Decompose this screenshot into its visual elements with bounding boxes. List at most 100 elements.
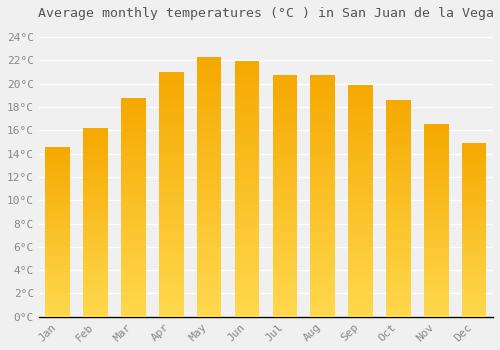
Bar [386, 246, 410, 247]
Bar [159, 245, 184, 246]
Bar [234, 247, 260, 248]
Bar [234, 80, 260, 82]
Bar [272, 144, 297, 145]
Bar [310, 278, 335, 279]
Bar [234, 114, 260, 115]
Bar [462, 153, 486, 154]
Bar [121, 242, 146, 243]
Bar [159, 196, 184, 197]
Bar [84, 274, 108, 275]
Bar [424, 192, 448, 193]
Bar [272, 75, 297, 77]
Bar [386, 142, 410, 143]
Bar [348, 245, 373, 246]
Bar [159, 260, 184, 262]
Bar [348, 288, 373, 289]
Bar [462, 175, 486, 176]
Bar [46, 169, 70, 170]
Bar [159, 273, 184, 274]
Bar [424, 305, 448, 306]
Bar [121, 181, 146, 182]
Bar [310, 95, 335, 96]
Bar [462, 147, 486, 148]
Bar [462, 188, 486, 189]
Bar [197, 295, 222, 296]
Bar [348, 311, 373, 312]
Bar [386, 240, 410, 241]
Bar [272, 103, 297, 104]
Bar [84, 310, 108, 311]
Bar [348, 254, 373, 255]
Bar [197, 245, 222, 247]
Bar [234, 188, 260, 189]
Bar [348, 219, 373, 220]
Bar [386, 144, 410, 146]
Bar [159, 308, 184, 309]
Bar [272, 98, 297, 99]
Bar [386, 290, 410, 291]
Bar [386, 188, 410, 189]
Bar [197, 264, 222, 265]
Bar [272, 127, 297, 128]
Bar [84, 234, 108, 236]
Bar [159, 221, 184, 223]
Bar [84, 129, 108, 130]
Bar [159, 180, 184, 181]
Bar [348, 223, 373, 224]
Bar [348, 136, 373, 137]
Bar [424, 137, 448, 138]
Bar [121, 106, 146, 107]
Bar [197, 247, 222, 248]
Bar [462, 182, 486, 183]
Bar [46, 154, 70, 155]
Bar [348, 206, 373, 208]
Bar [159, 158, 184, 159]
Bar [424, 248, 448, 250]
Bar [424, 287, 448, 288]
Bar [197, 299, 222, 300]
Bar [348, 218, 373, 219]
Bar [159, 88, 184, 89]
Bar [197, 293, 222, 295]
Bar [84, 208, 108, 209]
Bar [84, 316, 108, 317]
Bar [46, 189, 70, 190]
Bar [84, 259, 108, 260]
Bar [386, 238, 410, 239]
Bar [462, 176, 486, 177]
Bar [46, 314, 70, 315]
Bar [234, 298, 260, 299]
Bar [348, 130, 373, 131]
Bar [272, 176, 297, 177]
Bar [424, 259, 448, 260]
Bar [121, 227, 146, 228]
Bar [197, 286, 222, 287]
Bar [424, 180, 448, 181]
Bar [46, 298, 70, 299]
Bar [46, 272, 70, 273]
Bar [234, 259, 260, 261]
Bar [386, 117, 410, 118]
Bar [272, 229, 297, 230]
Bar [272, 145, 297, 147]
Bar [197, 283, 222, 284]
Bar [386, 139, 410, 140]
Bar [424, 163, 448, 164]
Bar [272, 187, 297, 188]
Bar [310, 292, 335, 293]
Bar [46, 193, 70, 194]
Bar [46, 268, 70, 269]
Bar [310, 254, 335, 255]
Bar [462, 283, 486, 284]
Bar [121, 224, 146, 225]
Bar [272, 189, 297, 190]
Bar [84, 163, 108, 164]
Bar [310, 156, 335, 158]
Bar [84, 238, 108, 239]
Bar [84, 182, 108, 183]
Bar [234, 208, 260, 210]
Bar [386, 174, 410, 175]
Bar [348, 230, 373, 231]
Bar [234, 96, 260, 97]
Bar [310, 184, 335, 185]
